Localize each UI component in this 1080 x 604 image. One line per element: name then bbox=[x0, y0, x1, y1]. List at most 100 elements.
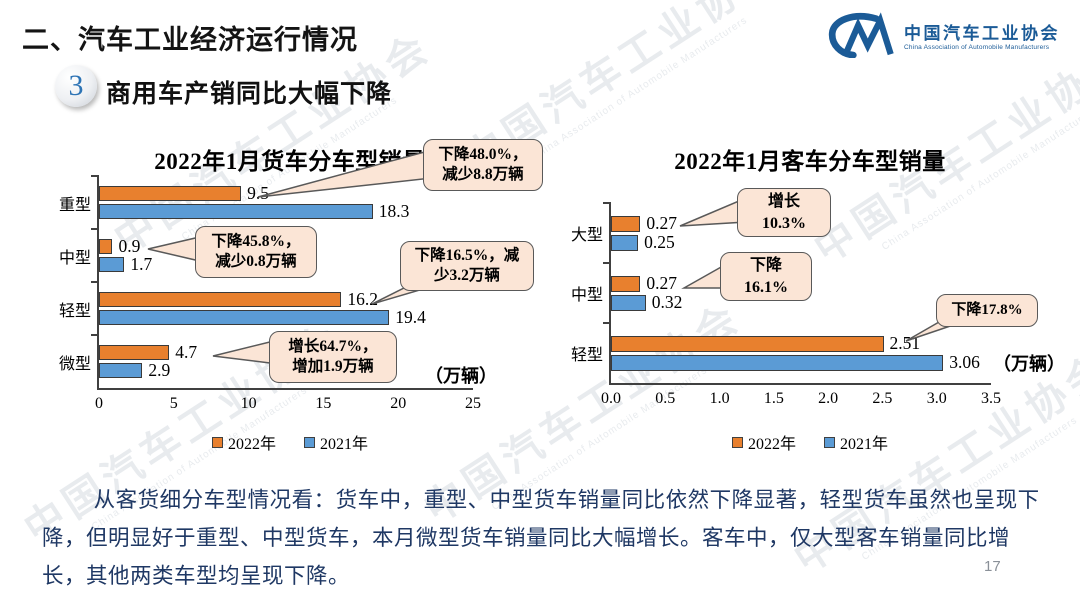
x-tick-label: 0.0 bbox=[601, 390, 621, 407]
bar-row: 1.7 bbox=[99, 254, 473, 274]
bus-sales-chart: 2022年1月客车分车型销量 大型 0.27 0.25 中型 0.27 0.32 轻型 2.5… bbox=[570, 140, 1065, 470]
category-label: 微型 bbox=[58, 355, 91, 373]
chart-legend: 2022年 2021年 bbox=[60, 430, 520, 454]
bar-row: 18.3 bbox=[99, 201, 473, 221]
bar-row: 3.06 bbox=[611, 352, 991, 372]
chart-title: 2022年1月客车分车型销量 bbox=[674, 149, 946, 174]
category-group: 重型 9.5 18.3 bbox=[59, 175, 473, 229]
bar-2022年-轻型 bbox=[99, 292, 342, 307]
x-tick-label: 3.5 bbox=[981, 390, 1001, 407]
category-label: 轻型 bbox=[570, 347, 603, 364]
callout-truck-medium: 下降45.8%， 减少0.8万辆 bbox=[195, 226, 317, 278]
callout-bus-medium: 下降 16.1% bbox=[720, 252, 812, 301]
x-tick-label: 0 bbox=[95, 395, 103, 412]
caam-cm-icon bbox=[828, 12, 894, 58]
bar-value-label: 9.5 bbox=[247, 183, 269, 203]
x-tick-label: 1.0 bbox=[709, 390, 730, 407]
legend-label: 2022年 bbox=[747, 436, 796, 453]
x-tick-label: 10 bbox=[240, 395, 257, 412]
bar-value-label: 16.2 bbox=[347, 289, 378, 309]
category-label: 中型 bbox=[570, 287, 603, 304]
legend-item-2021年: 2021年 bbox=[304, 430, 368, 454]
callout-truck-light: 下降16.5%，减 少3.2万辆 bbox=[400, 241, 534, 291]
bar-2021年-轻型 bbox=[99, 310, 390, 325]
category-group: 微型 4.7 2.9 bbox=[59, 334, 473, 388]
category-group: 大型 0.27 0.25 bbox=[571, 202, 991, 263]
x-tick-label: 15 bbox=[315, 395, 332, 412]
bar-value-label: 2.51 bbox=[889, 333, 921, 353]
category-label: 大型 bbox=[570, 227, 603, 244]
bar-2022年-微型 bbox=[99, 345, 170, 360]
bar-value-label: 1.7 bbox=[130, 254, 153, 274]
caam-logo: 中国汽车工业协会 China Association of Automobile… bbox=[826, 12, 1060, 58]
x-tick-label: 1.5 bbox=[763, 390, 784, 407]
category-group: 轻型 2.51 3.06 bbox=[571, 322, 991, 383]
bar-row: 0.27 bbox=[611, 213, 991, 233]
axis-unit-label: （万辆） bbox=[993, 354, 1065, 374]
callout-bus-light: 下降17.8% bbox=[936, 294, 1038, 327]
bar-row: 9.5 bbox=[99, 183, 473, 203]
legend-swatch bbox=[304, 436, 315, 448]
x-tick-label: 0.5 bbox=[655, 390, 676, 407]
bar-2021年-重型 bbox=[99, 204, 373, 219]
bar-2021年-中型 bbox=[611, 294, 646, 311]
bar-row: 0.27 bbox=[611, 273, 991, 293]
bar-row: 0.32 bbox=[611, 292, 991, 312]
bar-row: 4.7 bbox=[99, 342, 473, 362]
bar-row: 19.4 bbox=[99, 307, 473, 327]
x-tick-label: 2.5 bbox=[872, 390, 893, 407]
bar-value-label: 2.9 bbox=[148, 360, 171, 380]
legend-label: 2021年 bbox=[320, 436, 369, 453]
bar-2021年-轻型 bbox=[611, 354, 944, 371]
section-title: 二、汽车工业经济运行情况 bbox=[22, 25, 358, 55]
page-number: 17 bbox=[984, 558, 1001, 575]
bar-value-label: 0.27 bbox=[646, 213, 677, 233]
legend-label: 2021年 bbox=[840, 436, 889, 453]
bar-row: 2.9 bbox=[99, 360, 473, 380]
bar-value-label: 18.3 bbox=[378, 201, 410, 221]
truck-sales-chart: 2022年1月货车分车型销量 重型 9.5 18.3 中型 0.9 1.7 轻型 16.2 19… bbox=[59, 140, 520, 470]
category-group: 轻型 16.2 19.4 bbox=[59, 281, 473, 335]
topic-number-badge: 3 bbox=[55, 65, 97, 107]
chart-plot-area: 重型 9.5 18.3 中型 0.9 1.7 轻型 16.2 19.4 微型 4.7 2.9 0 5 10 1… bbox=[59, 175, 481, 412]
chart-plot-area: 大型 0.27 0.25 中型 0.27 0.32 轻型 2.51 3.06 0.0 0.5 1.0 1… bbox=[571, 202, 1001, 407]
slide-subtitle: 商用车产销同比大幅下降 bbox=[106, 80, 393, 108]
callout-truck-mini: 增长64.7%， 增加1.9万辆 bbox=[269, 331, 397, 383]
axis-unit-label: （万辆） bbox=[425, 366, 497, 386]
x-axis-ticks: 0.0 0.5 1.0 1.5 2.0 2.5 3.0 3.5 bbox=[601, 383, 1001, 407]
x-tick-label: 2.0 bbox=[818, 390, 839, 407]
category-group: 中型 0.27 0.32 bbox=[571, 262, 991, 323]
bar-value-label: 0.25 bbox=[644, 232, 675, 252]
bar-2022年-大型 bbox=[611, 215, 641, 232]
bar-row: 0.9 bbox=[99, 236, 473, 256]
x-tick-label: 25 bbox=[465, 395, 481, 412]
logo-name-cn: 中国汽车工业协会 bbox=[904, 24, 1060, 43]
chart-legend: 2022年 2021年 bbox=[570, 430, 1050, 454]
legend-item-2022年: 2022年 bbox=[731, 430, 796, 454]
bar-2022年-中型 bbox=[99, 239, 113, 254]
bar-2021年-中型 bbox=[99, 257, 125, 272]
bar-2021年-大型 bbox=[611, 234, 639, 251]
x-axis-ticks: 0 5 10 15 20 25 bbox=[95, 388, 481, 412]
legend-label: 2022年 bbox=[227, 436, 276, 453]
callout-truck-heavy: 下降48.0%， 减少8.8万辆 bbox=[423, 139, 543, 191]
legend-swatch bbox=[824, 436, 835, 448]
bar-2022年-中型 bbox=[611, 275, 641, 292]
bar-row: 2.51 bbox=[611, 333, 991, 353]
bar-value-label: 0.9 bbox=[118, 236, 141, 256]
bar-value-label: 0.27 bbox=[646, 273, 677, 293]
logo-name-en: China Association of Automobile Manufact… bbox=[904, 44, 1050, 51]
bar-row: 16.2 bbox=[99, 289, 473, 309]
legend-swatch bbox=[211, 436, 223, 448]
category-group: 中型 0.9 1.7 bbox=[59, 228, 473, 282]
bar-2021年-微型 bbox=[99, 363, 143, 378]
x-tick-label: 5 bbox=[169, 395, 178, 412]
summary-paragraph: 从客货细分车型情况看：货车中，重型、中型货车销量同比依然下降显著，轻型货车虽然也… bbox=[42, 488, 1040, 588]
callout-bus-large: 增长 10.3% bbox=[737, 188, 831, 237]
bar-value-label: 4.7 bbox=[175, 342, 198, 362]
bar-value-label: 3.06 bbox=[949, 352, 980, 372]
bar-row: 0.25 bbox=[611, 232, 991, 252]
legend-swatch bbox=[731, 436, 743, 448]
legend-item-2021年: 2021年 bbox=[824, 430, 888, 454]
